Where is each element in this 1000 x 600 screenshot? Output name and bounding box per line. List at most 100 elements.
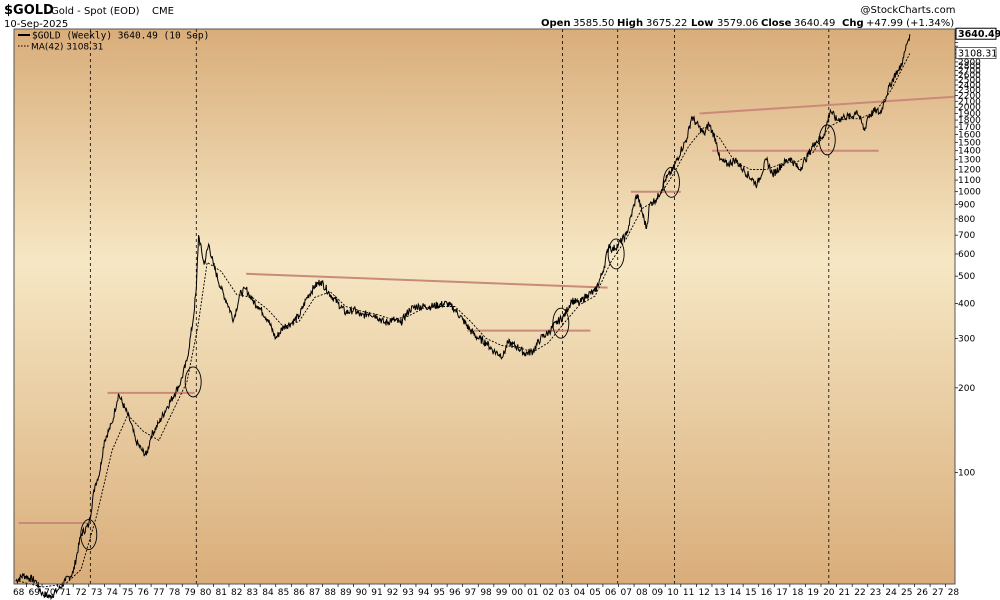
y-tick-label-1: 200: [958, 384, 975, 394]
y-tick-label-5: 600: [958, 250, 975, 260]
x-tick-label-22: 90: [356, 588, 368, 598]
x-tick-label-5: 73: [91, 588, 102, 598]
x-tick-label-41: 09: [652, 588, 664, 598]
x-tick-label-53: 21: [839, 588, 850, 598]
x-tick-label-14: 82: [231, 588, 242, 598]
x-tick-label-11: 79: [184, 588, 196, 598]
x-tick-label-36: 04: [574, 588, 586, 598]
x-tick-label-51: 19: [808, 588, 820, 598]
y-tick-label-18: 1900: [958, 109, 981, 119]
x-tick-label-50: 18: [792, 588, 804, 598]
moving-average-line: [18, 53, 911, 588]
x-tick-label-20: 88: [325, 588, 337, 598]
x-tick-label-46: 14: [730, 588, 742, 598]
last-price-tag-text: 3640.49: [958, 29, 1000, 40]
x-tick-label-6: 74: [106, 588, 118, 598]
x-tick-label-38: 06: [605, 588, 617, 598]
x-tick-label-19: 87: [309, 588, 320, 598]
y-tick-label-8: 900: [958, 201, 975, 211]
symbol-title: $GOLD: [4, 3, 54, 18]
x-tick-label-18: 86: [293, 588, 305, 598]
x-tick-label-2: 70: [44, 588, 56, 598]
breakout-circle-0: [80, 519, 98, 551]
legend-price-entry: $GOLD (Weekly) 3640.49 (10 Sep): [32, 31, 209, 42]
y-tick-label-3: 400: [958, 299, 975, 309]
x-tick-label-27: 95: [434, 588, 445, 598]
breakout-circle-2: [552, 307, 570, 339]
x-tick-label-55: 23: [870, 588, 881, 598]
x-tick-label-48: 16: [761, 588, 773, 598]
plot-area: [14, 29, 955, 584]
breakout-circles: [80, 124, 836, 551]
x-tick-label-13: 81: [215, 588, 226, 598]
watermark-text: @StockCharts.com: [861, 5, 956, 16]
y-tick-label-9: 1000: [958, 188, 981, 198]
y-tick-label-21: 2200: [958, 92, 981, 102]
x-tick-label-1: 69: [29, 588, 41, 598]
low-label: Low: [691, 18, 713, 29]
chg-value: +47.99 (+1.34%): [866, 18, 954, 29]
y-tick-label-10: 1100: [958, 176, 981, 186]
vertical-marker-lines: [89, 29, 830, 584]
chg-label: Chg: [842, 18, 864, 29]
x-tick-label-0: 68: [13, 588, 25, 598]
y-tick-label-17: 1800: [958, 116, 981, 126]
x-tick-label-3: 71: [60, 588, 71, 598]
y-tick-label-27: 2800: [958, 62, 981, 72]
x-tick-label-28: 96: [449, 588, 461, 598]
close-value: 3640.49: [794, 18, 835, 29]
x-tick-label-44: 12: [698, 588, 709, 598]
y-tick-label-7: 800: [958, 215, 975, 225]
x-tick-label-37: 05: [589, 588, 600, 598]
x-tick-label-30: 98: [480, 588, 492, 598]
y-tick-label-25: 2600: [958, 71, 981, 81]
x-tick-label-31: 99: [496, 588, 508, 598]
legend-ma-entry: MA(42) 3108.31: [31, 43, 103, 53]
x-tick-label-49: 17: [776, 588, 787, 598]
breakout-circle-5: [818, 124, 836, 156]
x-tick-label-10: 78: [169, 588, 181, 598]
x-tick-label-45: 13: [714, 588, 725, 598]
x-tick-label-21: 89: [340, 588, 352, 598]
x-tick-label-33: 01: [527, 588, 538, 598]
y-tick-label-19: 2000: [958, 103, 981, 113]
y-tick-label-28: 2900: [958, 58, 981, 68]
close-label: Close: [761, 18, 792, 29]
y-tick-label-2: 300: [958, 334, 975, 344]
open-label: Open: [541, 18, 571, 29]
x-tick-label-29: 97: [465, 588, 476, 598]
x-tick-label-7: 75: [122, 588, 133, 598]
x-tick-label-47: 15: [745, 588, 756, 598]
breakout-circle-3: [607, 238, 625, 270]
x-tick-label-15: 83: [247, 588, 258, 598]
y-tick-label-11: 1200: [958, 165, 981, 175]
last-price-tag: 3640.49: [955, 27, 1000, 40]
x-tick-label-40: 08: [636, 588, 648, 598]
x-tick-label-43: 11: [683, 588, 694, 598]
x-tick-label-17: 85: [278, 588, 289, 598]
legend: $GOLD (Weekly) 3640.49 (10 Sep) MA(42) 3…: [18, 31, 209, 53]
x-tick-label-59: 27: [932, 588, 943, 598]
y-tick-label-4: 500: [958, 272, 975, 282]
x-tick-label-35: 03: [558, 588, 569, 598]
trend-line-2: [246, 272, 608, 289]
x-tick-label-4: 72: [75, 588, 86, 598]
x-tick-label-23: 91: [371, 588, 382, 598]
y-tick-label-15: 1600: [958, 130, 981, 140]
x-tick-label-12: 80: [200, 588, 212, 598]
y-tick-label-24: 2500: [958, 76, 981, 86]
x-tick-label-42: 10: [667, 588, 679, 598]
x-tick-label-52: 20: [823, 588, 835, 598]
ma-price-tag: 3108.31: [955, 47, 997, 59]
open-value: 3585.50: [573, 18, 614, 29]
y-tick-label-6: 700: [958, 231, 975, 241]
high-label: High: [617, 18, 643, 29]
x-tick-label-8: 76: [138, 588, 150, 598]
high-value: 3675.22: [646, 18, 687, 29]
x-tick-label-32: 00: [511, 588, 523, 598]
x-tick-label-57: 25: [901, 588, 912, 598]
y-tick-label-26: 2700: [958, 67, 981, 77]
y-tick-label-23: 2400: [958, 81, 981, 91]
trend-lines: [18, 95, 956, 524]
